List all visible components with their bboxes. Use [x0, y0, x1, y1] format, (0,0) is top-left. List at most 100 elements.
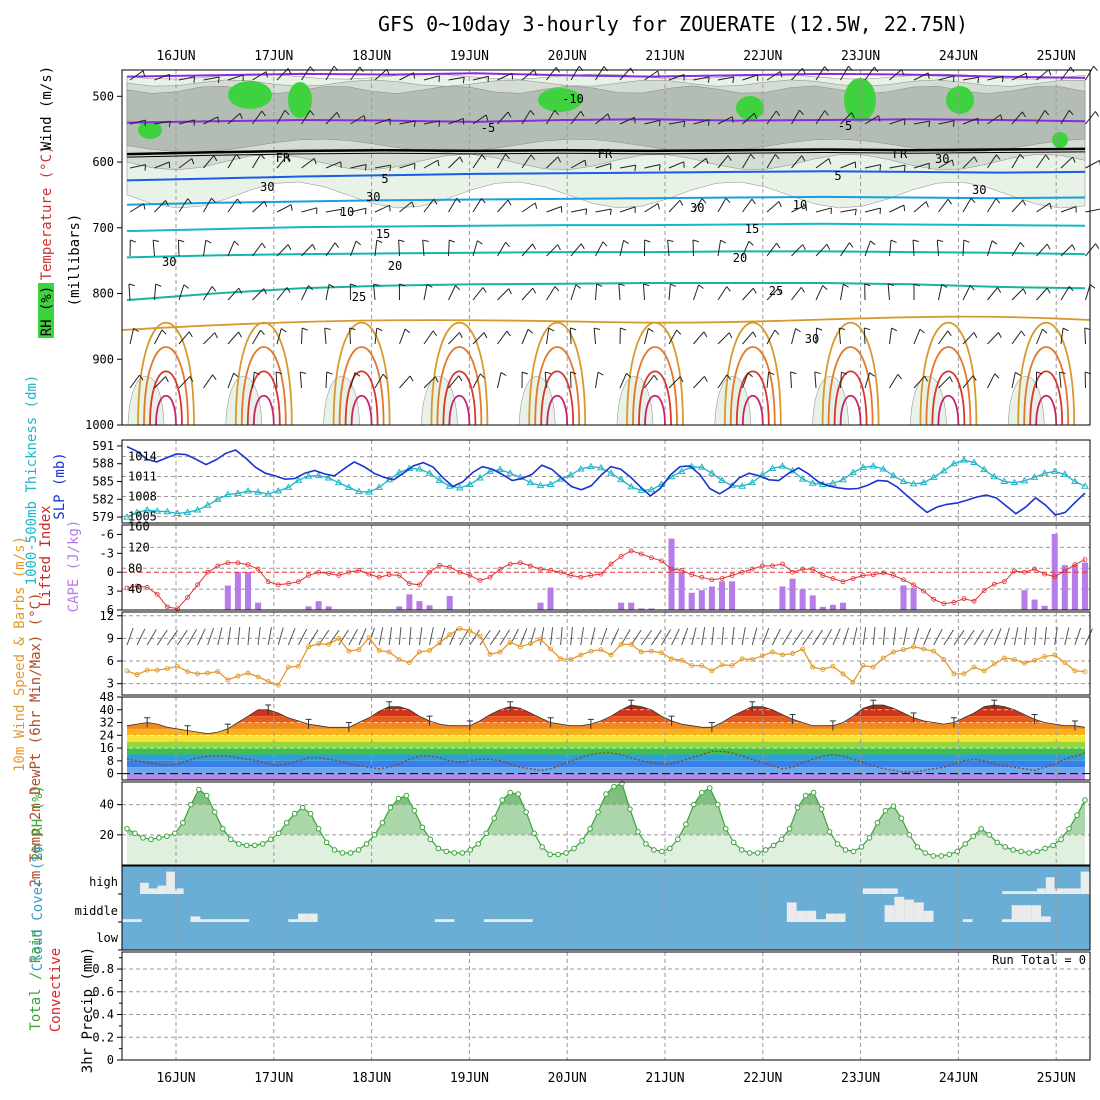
wind-barb: [448, 332, 460, 345]
wind-barb-flag: [777, 288, 782, 295]
wind10m-barb: [257, 627, 261, 646]
wind-barb-flag: [557, 244, 561, 251]
wind10m-barb: [913, 627, 920, 646]
thickness-marker: [586, 462, 595, 470]
wind10m-marker: [1001, 655, 1007, 661]
wind10m-barb: [489, 629, 501, 646]
wind-barb: [815, 66, 826, 81]
wind-barb: [546, 109, 556, 125]
rh2m-marker: [603, 791, 609, 797]
rh2m-marker: [403, 792, 410, 799]
date-label-bottom: 23JUN: [841, 1071, 880, 1086]
pressure-tick-label: 900: [92, 352, 114, 366]
rh2m-marker: [563, 850, 569, 856]
wind10m-marker: [850, 679, 856, 685]
rh2m-marker: [754, 850, 761, 856]
pressure-tick-label: 800: [92, 287, 114, 301]
bl-temp-contour: [632, 346, 678, 426]
lifted-index-marker: [769, 563, 775, 569]
date-label-bottom: 24JUN: [939, 1071, 978, 1086]
wind-barb-flag: [996, 154, 1001, 160]
wind-barb-flag: [212, 374, 217, 380]
wind-barb: [546, 206, 562, 213]
thickness-marker: [1071, 477, 1079, 484]
thickness-marker: [425, 469, 434, 476]
lifted-tick-label: 3: [107, 584, 114, 598]
wind-barb-flag: [780, 71, 783, 78]
cloud-cover-bar-high: [1037, 888, 1046, 894]
rh2m-marker: [826, 829, 833, 835]
rh-green-blob: [228, 81, 272, 109]
isotherm-5: [126, 170, 1086, 182]
cape-bar: [537, 602, 544, 610]
thickness-marker: [829, 479, 837, 486]
wind10m-marker: [931, 648, 937, 654]
lifted-index-marker: [598, 571, 604, 577]
rh2m-marker: [627, 806, 633, 812]
cloud-cover-bar-high: [166, 871, 175, 894]
wind-barb-flag: [554, 109, 559, 116]
wind-barb-flag: [254, 371, 260, 376]
wind10m-marker: [618, 641, 624, 647]
date-label-bottom: 21JUN: [645, 1071, 684, 1086]
wind-barb-flag: [359, 66, 364, 73]
wind-barb-flag: [878, 115, 881, 122]
cloud-cover-bar-middle: [816, 919, 826, 922]
wind10m-marker: [174, 663, 180, 669]
rh2m-marker: [1050, 842, 1056, 849]
wind-barb: [152, 240, 155, 257]
wind10m-marker: [860, 663, 866, 669]
cloud-cover-bar-middle: [210, 919, 220, 922]
thickness-marker: [647, 485, 656, 493]
date-label-top: 25JUN: [1037, 49, 1076, 64]
wind-barb-flag: [1000, 114, 1003, 121]
wind10m-barb: [156, 629, 168, 646]
rh2m-marker: [283, 819, 290, 826]
wind-barb-flag: [548, 327, 555, 332]
panel-frame: [121, 696, 1091, 781]
wind-barb: [815, 327, 818, 345]
wind-barb: [913, 328, 921, 345]
wind-barb-flag: [1046, 287, 1051, 294]
rh2m-marker: [762, 847, 769, 853]
wind-barb: [154, 73, 170, 81]
wind-barb-flag: [596, 283, 603, 287]
rh2m-marker: [906, 832, 913, 838]
wind-barb: [838, 328, 841, 345]
temp-band: [127, 748, 1085, 755]
wind-barb: [913, 120, 930, 125]
wind-barb-flag: [890, 239, 897, 244]
thickness-marker: [728, 481, 736, 489]
wind10m-barb: [953, 629, 965, 646]
thickness-marker: [203, 501, 212, 508]
lifted-index-marker: [215, 563, 221, 569]
wind10m-marker: [245, 670, 251, 676]
lifted-index-marker: [376, 574, 382, 580]
thickness-marker: [536, 481, 545, 489]
wind-barb: [791, 287, 802, 301]
cloud-cover-bar-high: [148, 888, 158, 894]
wind-barb-flag: [751, 198, 756, 205]
wind-barb: [472, 154, 483, 169]
wind-barb-flag: [752, 288, 757, 294]
rh2m-marker: [938, 853, 945, 859]
wind10m-marker: [790, 651, 796, 656]
wind-barb-flag: [919, 328, 925, 334]
wind10m-barb: [993, 628, 1002, 646]
wind-barb-flag: [534, 202, 538, 209]
temp-tick-label: 48: [100, 690, 114, 704]
rh2m-marker: [555, 851, 561, 858]
wind-barb: [987, 198, 997, 213]
wind-barb: [398, 239, 400, 257]
thickness-marker: [496, 465, 504, 473]
lifted-index-marker: [860, 572, 866, 578]
wind-barb-flag: [233, 240, 240, 246]
wind-barb: [987, 114, 1001, 125]
wind-barb-flag: [260, 329, 265, 336]
wind-barb: [448, 375, 460, 389]
dewpoint-line: [126, 750, 1086, 773]
wind-barb: [227, 331, 239, 345]
wind-barb: [472, 240, 478, 257]
cloud-cover-bar-middle: [786, 902, 797, 922]
